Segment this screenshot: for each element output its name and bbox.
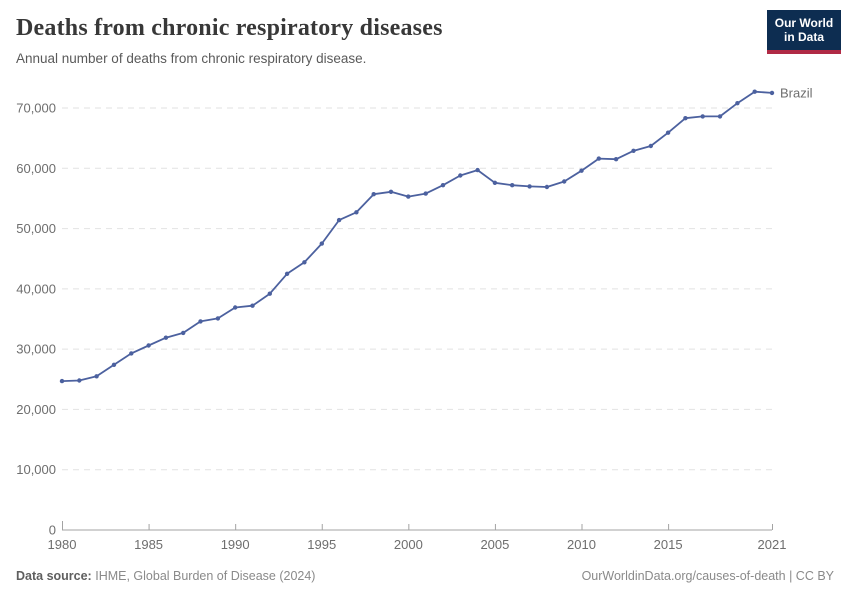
x-tick-label: 1985 — [134, 537, 163, 552]
x-tick-label: 1980 — [48, 537, 77, 552]
x-tick-label: 2005 — [480, 537, 509, 552]
x-tick-label: 1990 — [221, 537, 250, 552]
owid-logo-line2: in Data — [783, 30, 824, 45]
chart-subtitle: Annual number of deaths from chronic res… — [16, 51, 367, 66]
data-point — [683, 116, 688, 121]
data-point — [302, 260, 307, 265]
attribution-text: OurWorldinData.org/causes-of-death | CC … — [581, 569, 834, 583]
x-tick-label: 2000 — [394, 537, 423, 552]
data-point — [423, 191, 428, 196]
y-tick-label: 50,000 — [16, 221, 56, 236]
data-point — [163, 335, 169, 340]
y-tick-label: 10,000 — [16, 462, 56, 477]
data-point — [440, 183, 446, 188]
data-point — [146, 343, 151, 348]
data-point — [198, 319, 203, 324]
data-point — [492, 180, 498, 185]
data-point — [458, 173, 463, 178]
data-point — [354, 210, 359, 215]
data-point — [336, 217, 342, 223]
data-point — [267, 291, 272, 296]
line-chart: 0 10,000 20,000 30,000 40,000 50,000 60,000 70,… — [16, 85, 813, 552]
data-source-text: IHME, Global Burden of Disease (2024) — [95, 569, 316, 583]
data-point — [769, 90, 775, 96]
y-tick-label: 30,000 — [16, 342, 56, 357]
data-point — [596, 156, 601, 161]
data-point — [735, 101, 740, 106]
chart-footer: Data source: IHME, Global Burden of Dise… — [16, 569, 834, 583]
y-tick-label: 20,000 — [16, 402, 56, 417]
data-point — [717, 114, 723, 119]
data-point — [129, 351, 134, 356]
data-point — [406, 194, 411, 199]
data-point — [111, 362, 117, 367]
data-point — [752, 89, 757, 94]
data-point — [613, 157, 619, 162]
owid-logo-accent-bar — [767, 49, 841, 54]
data-point — [233, 305, 238, 310]
data-point — [181, 330, 186, 336]
data-point — [77, 378, 82, 383]
data-point — [215, 316, 221, 321]
data-point — [527, 184, 532, 189]
data-point — [665, 130, 671, 135]
data-source-label: Data source: — [16, 569, 92, 583]
data-point — [319, 241, 324, 246]
data-point — [562, 179, 567, 184]
data-point — [510, 183, 515, 188]
y-tick-label: 40,000 — [16, 281, 56, 296]
y-tick-label: 70,000 — [16, 101, 56, 116]
page-title: Deaths from chronic respiratory diseases — [16, 15, 443, 41]
x-tick-label: 2021 — [758, 537, 787, 552]
data-point — [700, 114, 705, 119]
data-point — [544, 184, 550, 190]
data-point — [59, 378, 65, 384]
data-point — [388, 189, 394, 194]
series-end-label: Brazil — [780, 85, 813, 100]
x-tick-label: 2010 — [567, 537, 596, 552]
owid-logo: Our World in Data — [767, 10, 841, 54]
data-point — [579, 168, 584, 173]
data-point — [284, 271, 290, 276]
x-tick-label: 2015 — [654, 537, 683, 552]
data-point — [94, 374, 99, 379]
data-point — [475, 167, 480, 173]
data-point — [250, 303, 255, 308]
series-line — [61, 90, 773, 382]
owid-logo-line1: Our World — [774, 16, 834, 30]
data-point — [631, 148, 636, 153]
y-tick-label: 0 — [49, 523, 56, 538]
y-tick-label: 60,000 — [16, 161, 56, 176]
x-tick-label: 1995 — [307, 537, 336, 552]
data-point — [371, 192, 376, 197]
owid-logo-text: Our World in Data — [767, 10, 841, 50]
data-point — [648, 143, 653, 149]
data-source: Data source: IHME, Global Burden of Dise… — [16, 569, 315, 583]
